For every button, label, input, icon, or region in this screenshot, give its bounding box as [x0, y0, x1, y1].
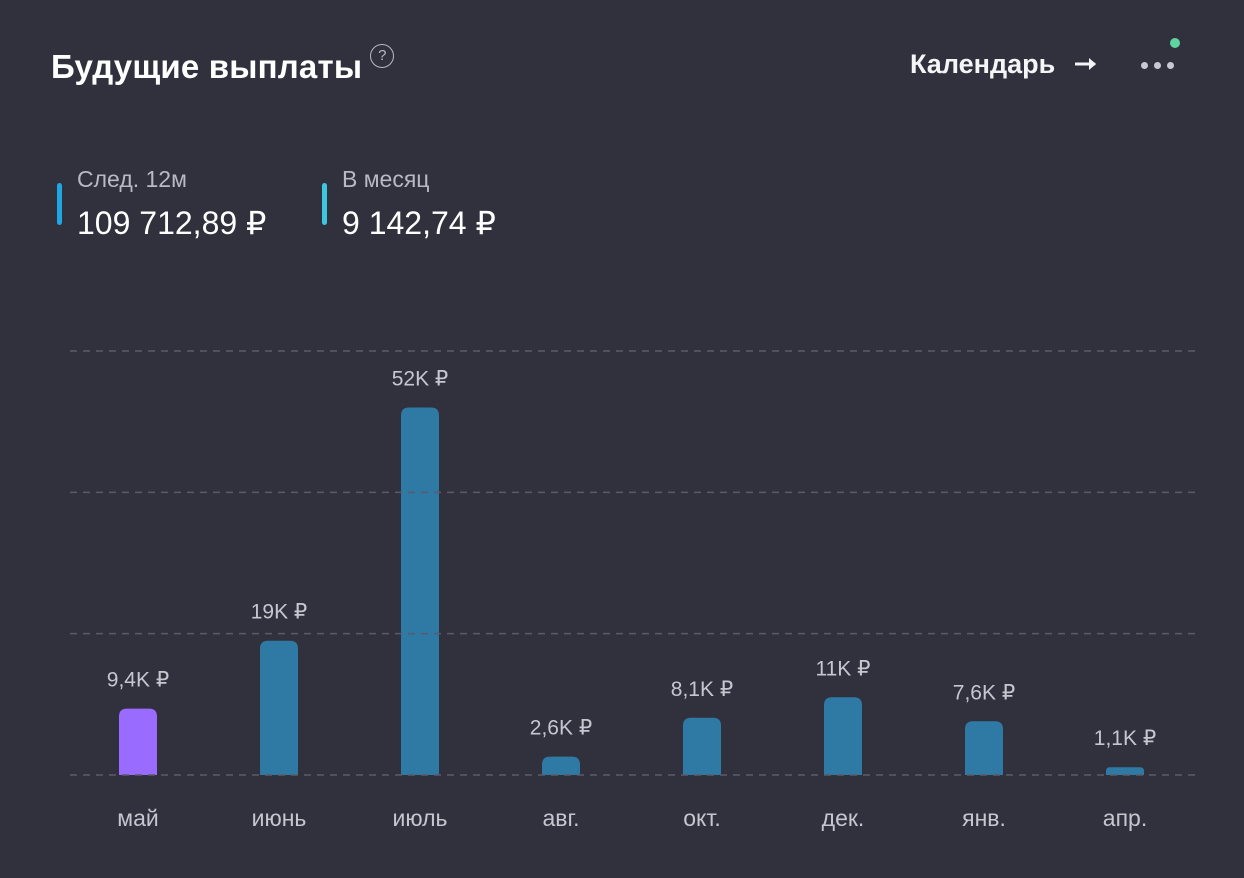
more-dot [1154, 62, 1161, 69]
stat-label: В месяц [342, 166, 430, 192]
stat-color-bar [322, 183, 327, 225]
x-tick-label: дек. [822, 805, 865, 831]
more-dot [1167, 62, 1174, 69]
x-tick-label: июль [393, 805, 448, 831]
page-title: Будущие выплаты [51, 48, 363, 85]
x-tick-label: янв. [962, 805, 1006, 831]
bar-6[interactable] [965, 721, 1003, 775]
calendar-label: Календарь [910, 48, 1056, 79]
bar-7[interactable] [1106, 767, 1144, 775]
question-circle-icon[interactable]: ? [370, 44, 395, 68]
header: Будущие выплаты ? [51, 40, 395, 90]
notification-dot [1170, 38, 1180, 48]
bar-value-label: 7,6K ₽ [953, 681, 1015, 704]
bar-value-label: 8,1K ₽ [671, 678, 733, 701]
x-tick-label: апр. [1103, 805, 1147, 831]
bar-value-label: 52K ₽ [392, 368, 449, 391]
bar-value-label: 11K ₽ [815, 657, 870, 680]
x-tick-label: окт. [683, 805, 721, 831]
bar-5[interactable] [824, 697, 862, 775]
bar-4[interactable] [683, 717, 721, 775]
x-tick-label: май [117, 805, 158, 831]
stat-value: 109 712,89 ₽ [77, 205, 267, 241]
stat-color-bar [57, 183, 62, 225]
bar-2[interactable] [401, 407, 439, 775]
stat-label: След. 12м [77, 166, 187, 192]
bar-3[interactable] [542, 756, 580, 775]
more-options-button[interactable] [1138, 38, 1180, 80]
stat-value: 9 142,74 ₽ [342, 205, 496, 241]
calendar-link[interactable]: Календарь [910, 44, 1099, 84]
bar-value-label: 9,4K ₽ [107, 669, 169, 692]
bar-value-label: 1,1K ₽ [1094, 727, 1156, 750]
bar-0[interactable] [119, 708, 157, 775]
bar-1[interactable] [260, 640, 298, 775]
bar-value-label: 19K ₽ [251, 601, 308, 624]
x-tick-label: июнь [252, 805, 307, 831]
bar-value-label: 2,6K ₽ [530, 717, 592, 740]
x-tick-label: авг. [543, 805, 580, 831]
arrow-right-icon [1074, 56, 1099, 72]
more-dots-icon [1141, 62, 1148, 69]
